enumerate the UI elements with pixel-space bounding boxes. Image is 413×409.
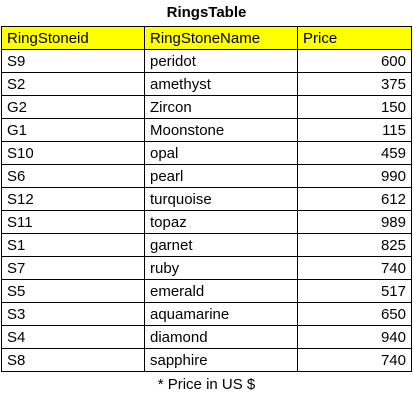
cell-ringstoneid: S11 <box>1 210 145 234</box>
cell-ringstonename: opal <box>144 141 298 165</box>
cell-ringstoneid: S7 <box>1 256 145 280</box>
table-row: S1 garnet 825 <box>1 233 412 257</box>
cell-price: 825 <box>297 233 412 257</box>
table-row: S5 emerald 517 <box>1 279 412 303</box>
cell-price: 375 <box>297 72 412 96</box>
table-title: RingsTable <box>166 4 247 21</box>
cell-ringstoneid: S6 <box>1 164 145 188</box>
cell-ringstoneid: S3 <box>1 302 145 326</box>
cell-price: 940 <box>297 325 412 349</box>
cell-price: 990 <box>297 164 412 188</box>
cell-ringstoneid: S5 <box>1 279 145 303</box>
rings-table: RingStoneid RingStoneName Price S9 perido… <box>1 26 412 372</box>
table-row: S2 amethyst 375 <box>1 72 412 96</box>
cell-ringstoneid: G2 <box>1 95 145 119</box>
table-row: G2 Zircon 150 <box>1 95 412 119</box>
cell-price: 740 <box>297 256 412 280</box>
header-ringstonename: RingStoneName <box>144 26 298 50</box>
cell-price: 650 <box>297 302 412 326</box>
cell-ringstonename: aquamarine <box>144 302 298 326</box>
cell-ringstoneid: S2 <box>1 72 145 96</box>
table-row: S8 sapphire 740 <box>1 348 412 372</box>
table-row: S10 opal 459 <box>1 141 412 165</box>
cell-price: 600 <box>297 49 412 73</box>
table-row: S9 peridot 600 <box>1 49 412 73</box>
cell-ringstonename: Zircon <box>144 95 298 119</box>
cell-price: 150 <box>297 95 412 119</box>
cell-price: 115 <box>297 118 412 142</box>
cell-ringstoneid: G1 <box>1 118 145 142</box>
table-row: G1 Moonstone 115 <box>1 118 412 142</box>
cell-ringstoneid: S10 <box>1 141 145 165</box>
cell-ringstonename: sapphire <box>144 348 298 372</box>
cell-ringstonename: turquoise <box>144 187 298 211</box>
price-footnote: * Price in US $ <box>157 376 256 393</box>
cell-ringstoneid: S4 <box>1 325 145 349</box>
cell-ringstonename: amethyst <box>144 72 298 96</box>
table-row: S4 diamond 940 <box>1 325 412 349</box>
header-ringstoneid: RingStoneid <box>1 26 145 50</box>
cell-ringstonename: peridot <box>144 49 298 73</box>
table-row: S3 aquamarine 650 <box>1 302 412 326</box>
cell-price: 517 <box>297 279 412 303</box>
cell-ringstoneid: S9 <box>1 49 145 73</box>
cell-price: 740 <box>297 348 412 372</box>
cell-ringstonename: topaz <box>144 210 298 234</box>
cell-ringstonename: pearl <box>144 164 298 188</box>
table-row: S11 topaz 989 <box>1 210 412 234</box>
cell-ringstoneid: S1 <box>1 233 145 257</box>
table-row: S6 pearl 990 <box>1 164 412 188</box>
table-row: S12 turquoise 612 <box>1 187 412 211</box>
table-body: S9 peridot 600 S2 amethyst 375 G2 Zircon 150 G1 Mo… <box>1 49 412 372</box>
cell-ringstonename: diamond <box>144 325 298 349</box>
cell-ringstonename: emerald <box>144 279 298 303</box>
cell-ringstonename: garnet <box>144 233 298 257</box>
cell-ringstonename: Moonstone <box>144 118 298 142</box>
cell-ringstoneid: S8 <box>1 348 145 372</box>
table-row: S7 ruby 740 <box>1 256 412 280</box>
cell-price: 459 <box>297 141 412 165</box>
cell-price: 989 <box>297 210 412 234</box>
header-price: Price <box>297 26 412 50</box>
cell-ringstonename: ruby <box>144 256 298 280</box>
cell-price: 612 <box>297 187 412 211</box>
cell-ringstoneid: S12 <box>1 187 145 211</box>
header-row: RingStoneid RingStoneName Price <box>1 26 412 50</box>
